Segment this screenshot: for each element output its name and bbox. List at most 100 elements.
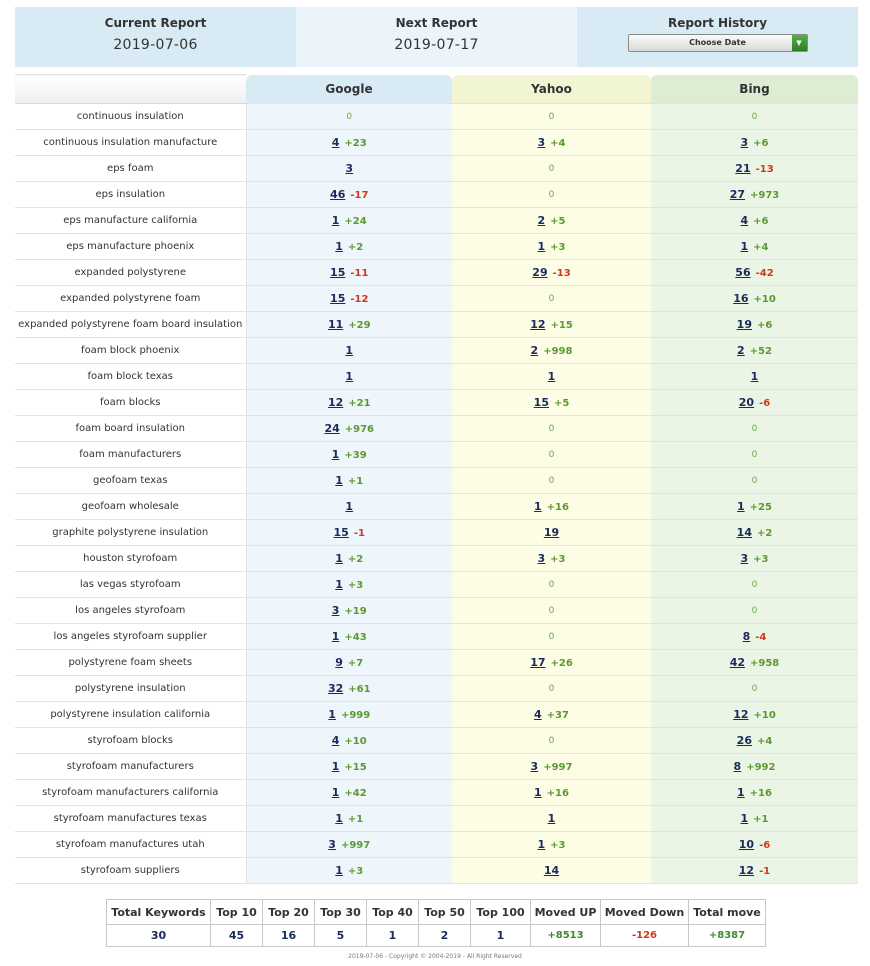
choose-date-select[interactable]: Choose Date ▼ bbox=[627, 34, 808, 52]
rank-link[interactable]: 1 bbox=[547, 812, 556, 825]
yahoo-rank-cell: 1 bbox=[452, 363, 651, 390]
rank-link[interactable]: 3 bbox=[537, 136, 546, 149]
rank-link[interactable]: 4 bbox=[331, 136, 340, 149]
rank-link[interactable]: 1 bbox=[547, 370, 556, 383]
rank-link[interactable]: 4 bbox=[534, 708, 542, 721]
rank-link[interactable]: 1 bbox=[331, 448, 340, 461]
rank-link[interactable]: 46 bbox=[330, 188, 346, 201]
rank-link[interactable]: 1 bbox=[335, 864, 343, 877]
keyword-cell: eps manufacture california bbox=[15, 207, 247, 234]
rank-link[interactable]: 8 bbox=[742, 630, 751, 643]
rank-change: +16 bbox=[546, 788, 569, 799]
rank-link[interactable]: 10 bbox=[738, 838, 755, 851]
rank-change: +3 bbox=[550, 242, 566, 253]
rank-link[interactable]: 3 bbox=[530, 760, 539, 773]
rank-link[interactable]: 1 bbox=[335, 474, 343, 487]
not-ranked-value: 0 bbox=[548, 450, 555, 460]
rank-link[interactable]: 3 bbox=[345, 162, 354, 175]
rank-link[interactable]: 3 bbox=[537, 552, 546, 565]
rank-link[interactable]: 1 bbox=[345, 344, 354, 357]
rank-link[interactable]: 1 bbox=[328, 708, 336, 721]
rank-change: +997 bbox=[543, 762, 573, 773]
rank-link[interactable]: 24 bbox=[324, 422, 340, 435]
rank-link[interactable]: 42 bbox=[729, 656, 746, 669]
not-ranked-value: 0 bbox=[751, 684, 758, 694]
rank-link[interactable]: 4 bbox=[331, 734, 340, 747]
rank-link[interactable]: 3 bbox=[328, 838, 336, 851]
rank-link[interactable]: 8 bbox=[733, 760, 742, 773]
rank-change: +16 bbox=[749, 788, 772, 799]
keyword-row: polystyrene foam sheets 9 +7 17 +26 42 +958 bbox=[15, 649, 858, 676]
keyword-cell: foam block phoenix bbox=[15, 337, 247, 364]
summary-header-row: Total Keywords Top 10 Top 20 Top 30 Top … bbox=[106, 899, 766, 925]
rank-link[interactable]: 15 bbox=[333, 526, 349, 539]
bing-rank-cell: 12 +10 bbox=[651, 701, 858, 728]
rank-link[interactable]: 29 bbox=[532, 266, 548, 279]
rank-link[interactable]: 15 bbox=[330, 266, 346, 279]
rank-link[interactable]: 1 bbox=[335, 812, 343, 825]
rank-link[interactable]: 56 bbox=[735, 266, 751, 279]
rank-link[interactable]: 21 bbox=[735, 162, 751, 175]
rank-link[interactable]: 15 bbox=[533, 396, 549, 409]
rank-link[interactable]: 1 bbox=[335, 240, 343, 253]
rank-link[interactable]: 2 bbox=[530, 344, 539, 357]
rank-link[interactable]: 1 bbox=[737, 786, 745, 799]
yahoo-rank-cell: 0 bbox=[452, 181, 651, 208]
bing-rank-cell: 0 bbox=[651, 675, 858, 702]
rank-link[interactable]: 1 bbox=[331, 786, 340, 799]
bing-rank-cell: 1 bbox=[651, 363, 858, 390]
rank-link[interactable]: 1 bbox=[331, 630, 340, 643]
chevron-down-icon[interactable]: ▼ bbox=[791, 35, 807, 51]
rank-link[interactable]: 1 bbox=[750, 370, 759, 383]
keyword-cell: continuous insulation manufacture bbox=[15, 129, 247, 156]
rank-link[interactable]: 1 bbox=[335, 552, 343, 565]
rank-link[interactable]: 1 bbox=[345, 370, 354, 383]
rank-link[interactable]: 1 bbox=[537, 240, 546, 253]
rank-link[interactable]: 1 bbox=[740, 812, 749, 825]
rank-link[interactable]: 4 bbox=[740, 214, 749, 227]
rank-link[interactable]: 1 bbox=[534, 786, 542, 799]
not-ranked-value: 0 bbox=[346, 112, 353, 122]
rank-link[interactable]: 3 bbox=[740, 552, 749, 565]
rank-link[interactable]: 3 bbox=[331, 604, 340, 617]
rank-link[interactable]: 1 bbox=[331, 214, 340, 227]
rank-link[interactable]: 1 bbox=[335, 578, 343, 591]
rank-link[interactable]: 32 bbox=[327, 682, 344, 695]
rank-link[interactable]: 19 bbox=[543, 526, 560, 539]
rank-link[interactable]: 1 bbox=[737, 500, 745, 513]
rank-link[interactable]: 17 bbox=[530, 656, 546, 669]
rank-link[interactable]: 14 bbox=[736, 526, 752, 539]
rank-link[interactable]: 16 bbox=[733, 292, 749, 305]
rank-link[interactable]: 12 bbox=[530, 318, 546, 331]
rank-link[interactable]: 12 bbox=[327, 396, 344, 409]
yahoo-rank-cell: 0 bbox=[452, 675, 651, 702]
rank-link[interactable]: 1 bbox=[331, 760, 340, 773]
rank-link[interactable]: 9 bbox=[335, 656, 343, 669]
rank-link[interactable]: 1 bbox=[534, 500, 542, 513]
rank-link[interactable]: 11 bbox=[327, 318, 344, 331]
rank-link[interactable]: 27 bbox=[729, 188, 746, 201]
rank-link[interactable]: 15 bbox=[330, 292, 346, 305]
rank-change: +6 bbox=[753, 138, 769, 149]
rank-link[interactable]: 2 bbox=[737, 344, 745, 357]
google-rank-cell: 15 -12 bbox=[246, 285, 452, 312]
rank-link[interactable]: 12 bbox=[733, 708, 749, 721]
google-rank-cell: 46 -17 bbox=[246, 181, 452, 208]
rank-link[interactable]: 19 bbox=[736, 318, 752, 331]
rank-link[interactable]: 1 bbox=[345, 500, 354, 513]
google-rank-cell: 15 -11 bbox=[246, 259, 452, 286]
google-rank-cell: 1 +1 bbox=[246, 805, 452, 832]
rank-change: +10 bbox=[753, 294, 776, 305]
bing-rank-cell: 8 -4 bbox=[651, 623, 858, 650]
rank-link[interactable]: 12 bbox=[738, 864, 755, 877]
rank-link[interactable]: 3 bbox=[740, 136, 749, 149]
rank-link[interactable]: 26 bbox=[736, 734, 752, 747]
rank-link[interactable]: 20 bbox=[738, 396, 755, 409]
rank-link[interactable]: 1 bbox=[537, 838, 546, 851]
rank-link[interactable]: 14 bbox=[543, 864, 560, 877]
google-rank-cell: 1 bbox=[246, 337, 452, 364]
rank-link[interactable]: 1 bbox=[740, 240, 749, 253]
rank-link[interactable]: 2 bbox=[537, 214, 546, 227]
rank-change: +4 bbox=[753, 242, 769, 253]
rank-change: -6 bbox=[759, 398, 771, 409]
